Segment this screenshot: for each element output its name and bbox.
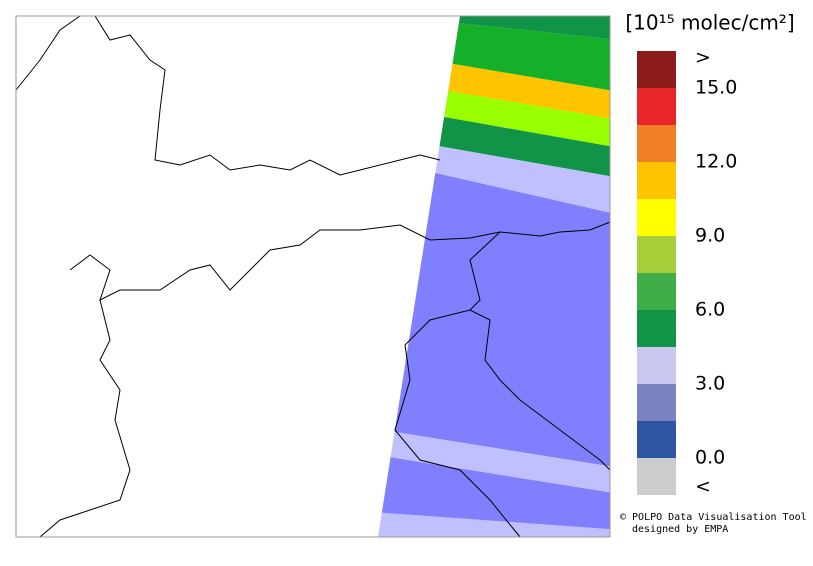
credit: © POLPO Data Visualisation Tool <box>620 512 807 523</box>
colorbar-swatch <box>637 273 676 310</box>
colorbar-swatch <box>637 199 676 236</box>
colorbar-swatch <box>637 125 676 162</box>
colorbar-label: 3.0 <box>695 373 725 395</box>
coastline <box>394 344 521 538</box>
country-border <box>69 221 611 301</box>
colorbar-swatch <box>637 421 676 458</box>
colorbar-swatch <box>637 51 676 88</box>
colorbar-swatch <box>637 384 676 421</box>
credit: designed by EMPA <box>632 524 728 535</box>
satellite-swath <box>378 16 610 537</box>
colorbar-swatch <box>637 347 676 384</box>
colorbar-swatch <box>637 310 676 347</box>
colorbar-label: < <box>695 476 711 498</box>
colorbar-swatch <box>637 458 676 495</box>
colorbar-label: 15.0 <box>695 77 737 99</box>
colorbar-label: > <box>695 47 711 69</box>
colorbar-swatch <box>637 236 676 273</box>
colorbar: >15.0 12.0 9.0 6.0 3.0 0.0 < <box>637 47 737 498</box>
country-border <box>469 231 501 311</box>
map-frame <box>15 15 611 538</box>
country-border <box>94 15 441 176</box>
colorbar-label: 12.0 <box>695 151 737 173</box>
colorbar-label: 9.0 <box>695 225 725 247</box>
coastline <box>404 309 611 471</box>
country-border <box>39 299 131 538</box>
colorbar-label: 0.0 <box>695 447 725 469</box>
colorbar-title: [10¹⁵ molec/cm²] <box>625 11 794 35</box>
colorbar-swatch <box>637 162 676 199</box>
country-border <box>15 15 81 91</box>
colorbar-swatch <box>637 88 676 125</box>
colorbar-label: 6.0 <box>695 299 725 321</box>
map <box>15 15 611 538</box>
